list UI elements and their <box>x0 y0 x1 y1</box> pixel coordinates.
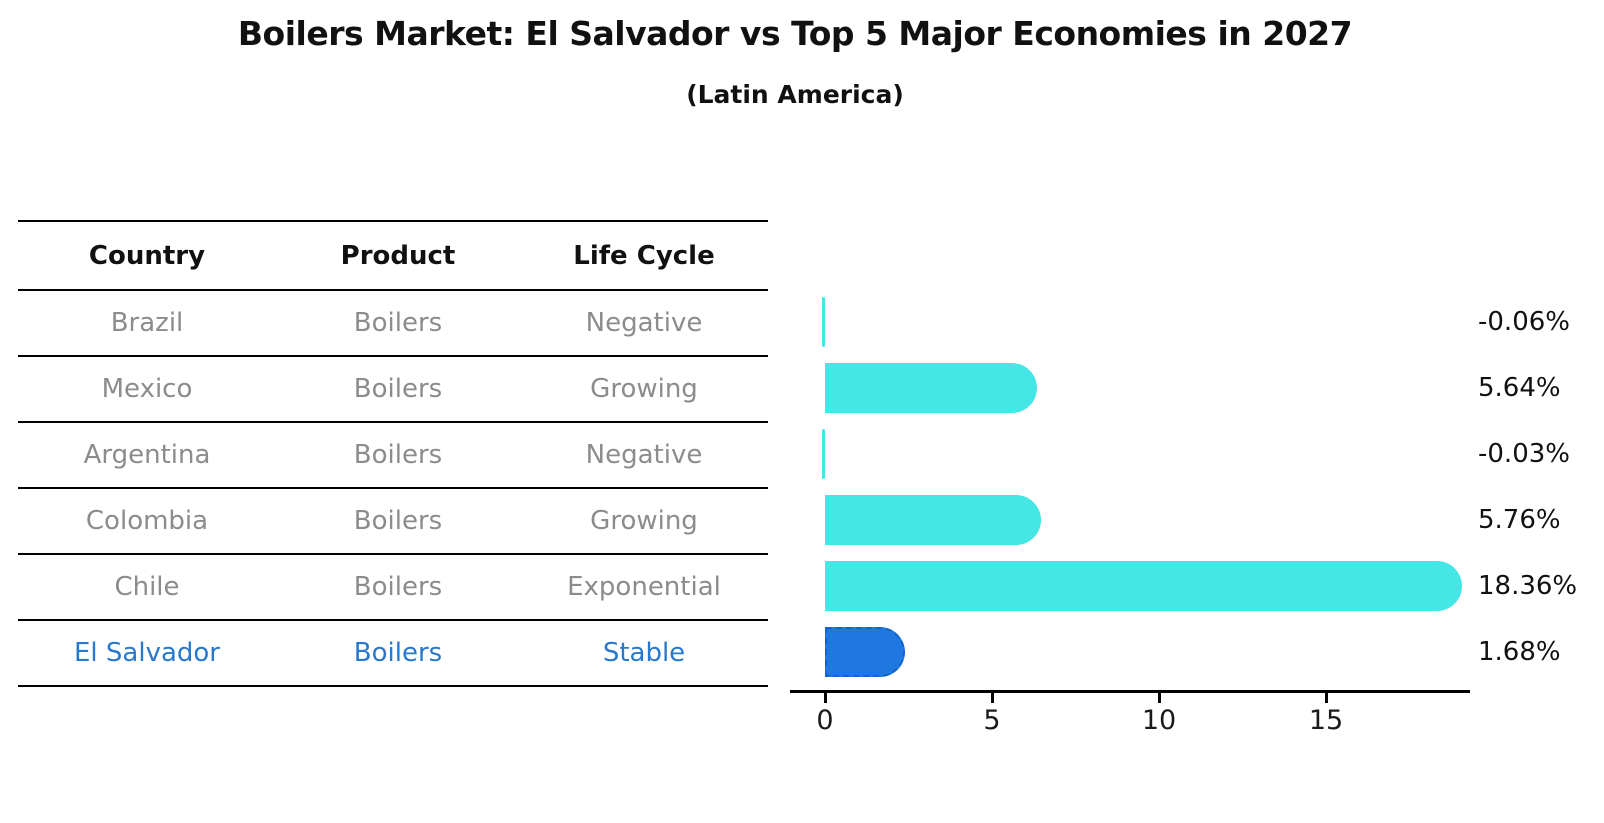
table-row: Chile Boilers Exponential <box>18 555 768 621</box>
bar-chile <box>825 561 1463 611</box>
table-header-row: Country Product Life Cycle <box>18 222 768 291</box>
table-cell-country: Chile <box>114 572 180 602</box>
chart-subtitle: (Latin America) <box>686 80 904 109</box>
table-cell-life-cycle: Negative <box>585 308 703 338</box>
x-axis-tick-mark <box>990 693 994 703</box>
bar-brazil <box>822 297 825 347</box>
table-header-life-cycle: Life Cycle <box>573 240 715 271</box>
value-label-argentina: -0.03% <box>1478 439 1570 469</box>
table-cell-life-cycle: Exponential <box>567 572 721 602</box>
bar-argentina <box>822 429 825 479</box>
x-axis-tick-label: 10 <box>1141 705 1177 736</box>
table-cell-product: Boilers <box>353 440 443 470</box>
table-cell-country: Colombia <box>85 506 209 536</box>
table-cell-product: Boilers <box>353 374 443 404</box>
table-cell-product: Boilers <box>353 308 443 338</box>
table-cell-life-cycle: Negative <box>585 440 703 470</box>
table-row: El Salvador Boilers Stable <box>18 621 768 687</box>
table-row: Argentina Boilers Negative <box>18 423 768 489</box>
table-cell-life-cycle: Growing <box>590 506 698 536</box>
bar-el-salvador <box>825 627 906 677</box>
x-axis-tick-label: 15 <box>1308 705 1344 736</box>
table-cell-life-cycle: Stable <box>602 638 686 668</box>
x-axis-tick-mark <box>823 693 827 703</box>
table-row: Mexico Boilers Growing <box>18 357 768 423</box>
table-header-country: Country <box>88 240 206 271</box>
bar-mexico <box>825 363 1038 413</box>
table-row: Colombia Boilers Growing <box>18 489 768 555</box>
table-cell-country: Argentina <box>83 440 211 470</box>
value-label-brazil: -0.06% <box>1478 307 1570 337</box>
table-cell-product: Boilers <box>353 506 443 536</box>
table-cell-country: Mexico <box>101 374 193 404</box>
country-table: Country Product Life Cycle Brazil Boilers… <box>18 220 768 687</box>
value-label-colombia: 5.76% <box>1478 505 1561 535</box>
table-row: Brazil Boilers Negative <box>18 291 768 357</box>
value-label-mexico: 5.64% <box>1478 373 1561 403</box>
table-cell-product: Boilers <box>353 638 443 668</box>
chart-title: Boilers Market: El Salvador vs Top 5 Maj… <box>237 14 1353 53</box>
value-label-el-salvador: 1.68% <box>1478 637 1561 667</box>
table-header-product: Product <box>340 240 456 271</box>
table-cell-life-cycle: Growing <box>590 374 698 404</box>
x-axis-tick-label: 5 <box>983 705 1001 736</box>
table-cell-country: Brazil <box>110 308 184 338</box>
x-axis-tick-label: 0 <box>816 705 834 736</box>
value-label-chile: 18.36% <box>1478 571 1578 601</box>
bar-colombia <box>825 495 1042 545</box>
x-axis-tick-mark <box>1324 693 1328 703</box>
x-axis-line <box>790 690 1470 693</box>
table-cell-product: Boilers <box>353 572 443 602</box>
table-body: Brazil Boilers Negative Mexico Boilers Growin… <box>18 291 768 687</box>
x-axis-tick-mark <box>1157 693 1161 703</box>
table-cell-country: El Salvador <box>74 638 220 668</box>
